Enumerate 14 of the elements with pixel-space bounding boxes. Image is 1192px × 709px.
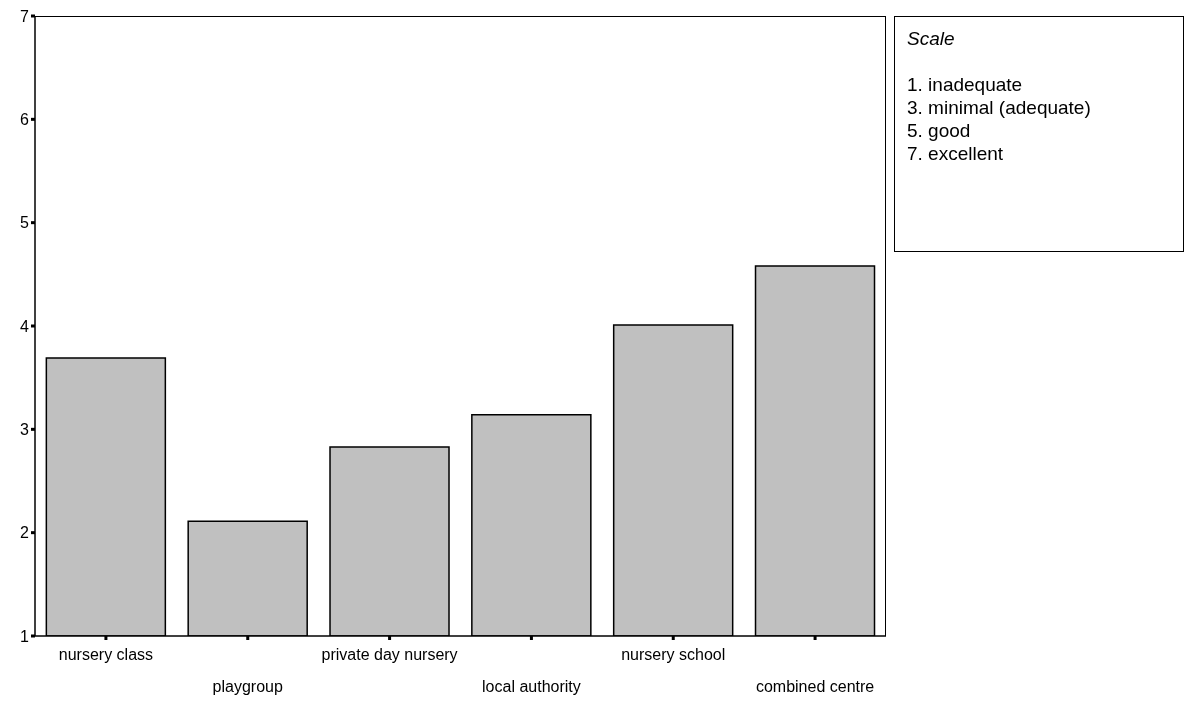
y-tick-label: 2 bbox=[20, 524, 30, 542]
y-tick-label: 6 bbox=[20, 111, 30, 129]
y-tick-label: 4 bbox=[20, 317, 30, 335]
x-tick-label: combined centre bbox=[755, 678, 875, 695]
y-tick-label: 5 bbox=[20, 214, 30, 232]
scale-note-box: Scale 1. inadequate 3. minimal (adequate) 5. good 7. excellent bbox=[894, 16, 1184, 252]
x-tick-label: nursery class bbox=[58, 646, 154, 663]
x-tick-label: nursery school bbox=[621, 646, 726, 663]
x-tick-label: local authority bbox=[482, 678, 581, 695]
y-tick-label: 7 bbox=[20, 7, 30, 25]
y-tick-label: 3 bbox=[20, 421, 30, 439]
x-tick-label: private day nursery bbox=[321, 646, 458, 663]
x-tick-label: playgroup bbox=[212, 678, 283, 695]
y-tick-label: 1 bbox=[20, 627, 30, 645]
